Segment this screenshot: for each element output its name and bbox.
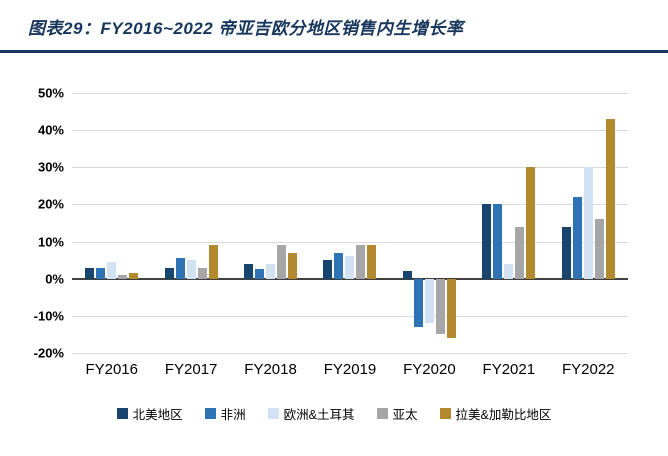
bar bbox=[424, 278, 434, 324]
bar-group bbox=[469, 93, 548, 353]
title-divider bbox=[0, 50, 668, 53]
zero-axis-line bbox=[72, 277, 628, 280]
bar bbox=[118, 275, 128, 279]
bar bbox=[96, 267, 106, 279]
gridline bbox=[72, 315, 628, 317]
legend-item: 拉美&加勒比地区 bbox=[439, 404, 552, 423]
legend-swatch bbox=[439, 408, 451, 419]
legend-item: 北美地区 bbox=[116, 404, 183, 423]
bar-group bbox=[151, 93, 230, 353]
bar bbox=[164, 267, 174, 279]
legend-swatch bbox=[376, 408, 388, 419]
y-axis-tick-label: 50% bbox=[37, 85, 64, 101]
bar bbox=[526, 167, 536, 279]
bar-group bbox=[549, 93, 628, 353]
legend-item: 欧洲&土耳其 bbox=[267, 404, 355, 423]
bar bbox=[255, 269, 265, 279]
bar bbox=[605, 119, 615, 279]
legend-swatch bbox=[267, 408, 279, 419]
x-axis-tick-label: FY2017 bbox=[164, 361, 218, 378]
gridline bbox=[72, 353, 628, 354]
bar bbox=[493, 204, 503, 279]
legend-swatch bbox=[204, 408, 216, 419]
bar-group bbox=[231, 93, 310, 353]
bar bbox=[594, 219, 604, 279]
bar bbox=[266, 263, 276, 279]
bar-chart: 50% 40% 30% 20% 10% 0% -10% -20% bbox=[0, 86, 668, 361]
chart-legend: 北美地区 非洲 欧洲&土耳其 亚太 拉美&加勒比地区 bbox=[0, 404, 668, 423]
bar-group bbox=[72, 93, 151, 353]
bar bbox=[515, 226, 525, 279]
bar-group bbox=[390, 93, 469, 353]
bar bbox=[435, 278, 445, 335]
bar bbox=[402, 271, 412, 279]
legend-item: 非洲 bbox=[204, 404, 246, 423]
x-axis-tick-label: FY2021 bbox=[482, 361, 536, 378]
y-axis-tick-label: 40% bbox=[37, 122, 64, 138]
x-axis-tick-label: FY2019 bbox=[323, 361, 377, 378]
gridline bbox=[72, 204, 628, 206]
legend-item: 亚太 bbox=[376, 404, 418, 423]
bar-group bbox=[310, 93, 389, 353]
bar bbox=[186, 260, 196, 279]
figure-header: 图表29：FY2016~2022 帝亚吉欧分地区销售内生增长率 bbox=[0, 0, 668, 45]
bar bbox=[572, 197, 582, 279]
legend-label: 北美地区 bbox=[132, 408, 183, 422]
bar bbox=[345, 256, 355, 279]
gridline bbox=[72, 130, 628, 132]
legend-label: 非洲 bbox=[220, 408, 246, 422]
bar bbox=[208, 245, 218, 279]
figure-title: 图表29：FY2016~2022 帝亚吉欧分地区销售内生增长率 bbox=[28, 19, 464, 38]
bar-groups bbox=[72, 93, 628, 353]
bar bbox=[175, 258, 185, 279]
bar bbox=[334, 252, 344, 279]
bar bbox=[129, 273, 139, 279]
bar bbox=[561, 226, 571, 279]
legend-label: 欧洲&土耳其 bbox=[283, 408, 355, 422]
bar bbox=[482, 204, 492, 279]
bar bbox=[367, 245, 377, 279]
bar bbox=[197, 267, 207, 279]
bar bbox=[356, 245, 366, 279]
y-axis-tick-label: 20% bbox=[37, 196, 64, 212]
x-axis: FY2016 FY2017 FY2018 FY2019 FY2020 FY2021 FY20… bbox=[72, 361, 628, 378]
legend-label: 拉美&加勒比地区 bbox=[455, 408, 552, 422]
bar bbox=[288, 252, 298, 279]
gridline bbox=[72, 93, 628, 94]
bar bbox=[446, 278, 456, 339]
y-axis-tick-label: -10% bbox=[33, 308, 64, 324]
bar bbox=[107, 262, 117, 279]
y-axis-tick-label: -20% bbox=[33, 345, 64, 361]
legend-swatch bbox=[116, 408, 128, 419]
x-axis-tick-label: FY2018 bbox=[244, 361, 297, 378]
x-axis-tick-label: FY2016 bbox=[85, 361, 138, 378]
bar bbox=[583, 167, 593, 279]
legend-label: 亚太 bbox=[392, 408, 418, 422]
bar bbox=[85, 267, 95, 279]
bar bbox=[413, 278, 423, 327]
bar bbox=[244, 263, 254, 279]
x-axis-tick-label: FY2022 bbox=[561, 361, 615, 378]
y-axis: 50% 40% 30% 20% 10% 0% -10% -20% bbox=[0, 86, 72, 361]
gridline bbox=[72, 167, 628, 169]
bar bbox=[504, 263, 514, 279]
plot-area bbox=[72, 93, 628, 354]
bar bbox=[277, 245, 287, 279]
x-axis-tick-label: FY2020 bbox=[403, 361, 456, 378]
y-axis-tick-label: 10% bbox=[37, 234, 64, 250]
gridline bbox=[72, 241, 628, 243]
y-axis-tick-label: 0% bbox=[45, 271, 64, 287]
y-axis-tick-label: 30% bbox=[37, 159, 64, 175]
bar bbox=[323, 260, 333, 279]
